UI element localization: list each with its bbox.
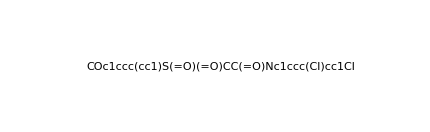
Text: COc1ccc(cc1)S(=O)(=O)CC(=O)Nc1ccc(Cl)cc1Cl: COc1ccc(cc1)S(=O)(=O)CC(=O)Nc1ccc(Cl)cc1… [86, 62, 355, 72]
